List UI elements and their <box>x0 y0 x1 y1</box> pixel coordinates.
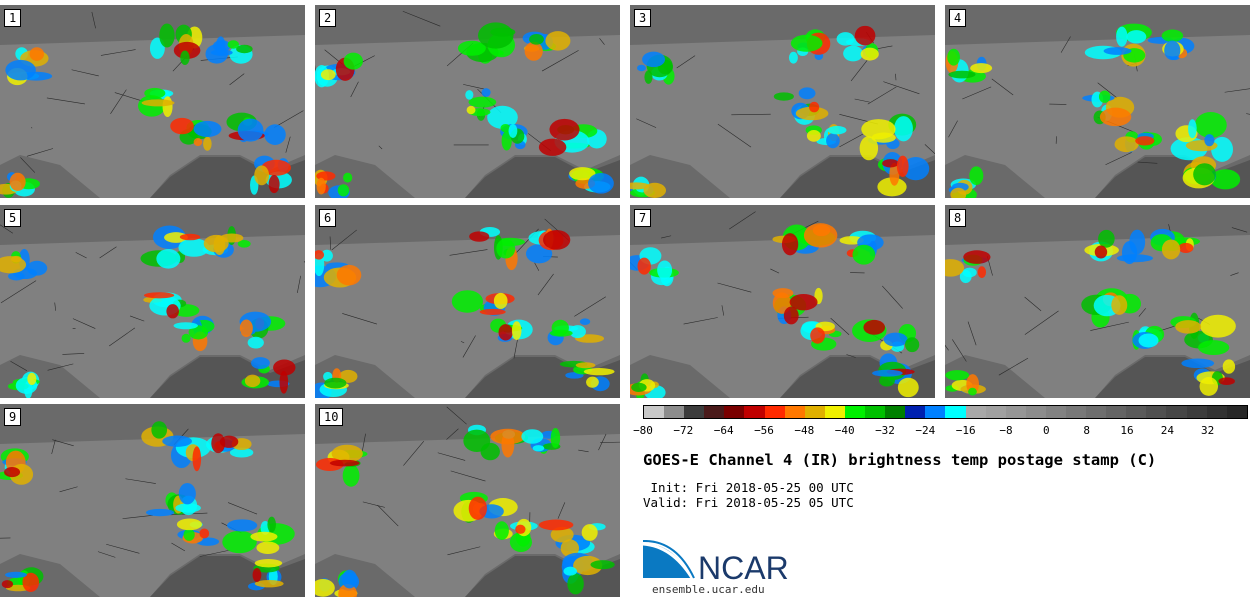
colorbar-swatch <box>985 406 1006 418</box>
colorbar-swatch <box>925 406 946 418</box>
colorbar-tick-label: −16 <box>955 424 976 437</box>
colorbar-swatch <box>1086 406 1107 418</box>
figure-title: GOES-E Channel 4 (IR) brightness temp po… <box>643 451 1157 469</box>
ir-map <box>945 5 1250 198</box>
panel-number: 5 <box>4 209 22 227</box>
panel-number: 6 <box>319 209 337 227</box>
ncar-logo: NCAR <box>642 540 789 582</box>
colorbar-tick-label: −56 <box>754 424 774 437</box>
colorbar-tick-label: 32 <box>1201 424 1215 437</box>
colorbar-swatch <box>724 406 745 418</box>
colorbar-swatch <box>945 406 966 418</box>
stamp-panel: 1 <box>0 5 305 198</box>
panel-number: 10 <box>319 408 344 426</box>
stamp-panel: 4 <box>945 5 1250 198</box>
stamp-panel: 2 <box>315 5 620 198</box>
colorbar-swatch <box>764 406 785 418</box>
colorbar-tick-label: −32 <box>875 424 895 437</box>
ir-map <box>630 5 935 198</box>
colorbar-swatch <box>1045 406 1066 418</box>
colorbar-swatch <box>885 406 906 418</box>
init-time: Init: Fri 2018-05-25 00 UTC <box>643 480 854 495</box>
colorbar-tick-label: −80 <box>633 424 653 437</box>
colorbar-swatch <box>784 406 805 418</box>
colorbar-ticks: −80 −72 −64 −56 −48 −40 −32 −24 −16 −8 0 8 16 24 32 <box>633 424 1248 440</box>
stamp-panel: 8 <box>945 205 1250 398</box>
colorbar-swatch <box>1186 406 1207 418</box>
panel-number: 2 <box>319 9 337 27</box>
stamp-panel: 9 <box>0 404 305 597</box>
colorbar-swatch <box>1005 406 1026 418</box>
colorbar-swatch <box>644 406 665 418</box>
colorbar-tick-label: −64 <box>713 424 734 437</box>
ncar-logo-text: NCAR <box>698 550 789 582</box>
panel-number: 4 <box>949 9 967 27</box>
ir-map <box>315 5 620 198</box>
colorbar-tick-label: 0 <box>1043 424 1050 437</box>
colorbar-tick-label: −24 <box>915 424 936 437</box>
ir-map <box>315 205 620 398</box>
colorbar-swatch <box>1025 406 1046 418</box>
ir-map <box>0 404 305 597</box>
ir-map <box>0 5 305 198</box>
colorbar-tick-label: 24 <box>1160 424 1174 437</box>
stamp-panel: 3 <box>630 5 935 198</box>
colorbar-swatch <box>1166 406 1187 418</box>
colorbar-tick-label: −48 <box>794 424 815 437</box>
colorbar-swatch <box>865 406 886 418</box>
colorbar-swatch <box>744 406 765 418</box>
colorbar-swatch <box>1146 406 1167 418</box>
colorbar-swatch <box>965 406 986 418</box>
panel-number: 8 <box>949 209 967 227</box>
colorbar-tick-label: −72 <box>673 424 694 437</box>
ir-map <box>630 205 935 398</box>
colorbar-swatch <box>804 406 825 418</box>
url-text: ensemble.ucar.edu <box>652 583 765 596</box>
colorbar-tick-label: −8 <box>999 424 1013 437</box>
colorbar-swatch <box>1106 406 1127 418</box>
ir-map <box>0 205 305 398</box>
colorbar-swatch <box>684 406 705 418</box>
colorbar-swatch <box>704 406 725 418</box>
stamp-panel: 7 <box>630 205 935 398</box>
colorbar-tick-label: 16 <box>1120 424 1134 437</box>
panel-number: 7 <box>634 209 652 227</box>
colorbar-swatch <box>844 406 866 418</box>
colorbar-swatch <box>1226 406 1247 418</box>
ir-map <box>315 404 620 597</box>
stamp-panel: 5 <box>0 205 305 398</box>
ir-map <box>945 205 1250 398</box>
colorbar-swatch <box>1126 406 1147 418</box>
colorbar-swatch <box>1065 406 1087 418</box>
colorbar-swatch <box>824 406 845 418</box>
colorbar-tick-label: 8 <box>1083 424 1090 437</box>
valid-time: Valid: Fri 2018-05-25 05 UTC <box>643 495 854 510</box>
colorbar-tick-label: −40 <box>834 424 855 437</box>
colorbar-swatch <box>664 406 685 418</box>
colorbar-swatch <box>905 406 926 418</box>
stamp-panel: 10 <box>315 404 620 597</box>
stamp-panel: 6 <box>315 205 620 398</box>
colorbar <box>643 405 1248 419</box>
colorbar-swatch <box>1206 406 1227 418</box>
panel-number: 9 <box>4 408 22 426</box>
panel-number: 1 <box>4 9 22 27</box>
panel-number: 3 <box>634 9 652 27</box>
